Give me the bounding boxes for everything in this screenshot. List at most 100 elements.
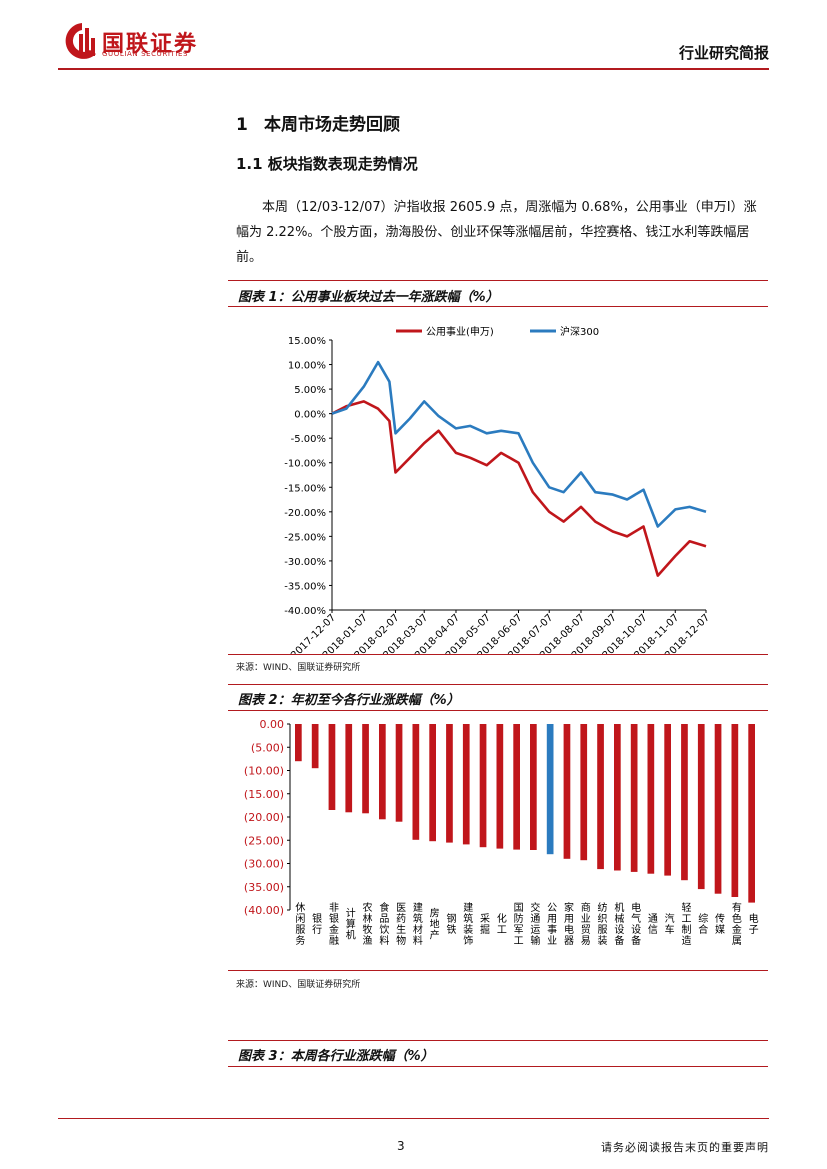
category-label: 机械设备 (612, 901, 624, 946)
category-label: 公用事业 (545, 902, 557, 946)
figure1-source: 来源：WIND、国联证券研究所 (236, 663, 361, 673)
y-tick-label: (30.00) (244, 858, 284, 871)
disclaimer-note: 请务必阅读报告末页的重要声明 (601, 1141, 769, 1154)
logo-emblem-icon (65, 23, 96, 59)
y-tick-label: 0.00% (294, 410, 326, 421)
y-tick-label: -25.00% (284, 532, 326, 543)
bar (496, 724, 504, 849)
subsection-heading: 1.1 板块指数表现走势情况 (236, 155, 418, 173)
y-tick-label: 5.00% (294, 385, 326, 396)
bar (714, 724, 722, 894)
y-tick-label: (20.00) (244, 811, 284, 824)
category-label: 综合 (696, 912, 708, 935)
footer-rule (58, 1118, 769, 1119)
figure1-top-rule (228, 280, 768, 281)
category-label: 传媒 (713, 913, 725, 935)
category-label: 商业贸易 (578, 901, 590, 946)
bar-chart: 0.00 (5.00) (10.00) (15.00) (20.00) (25.00) (3… (244, 718, 758, 946)
summary-paragraph: 本周（12/03-12/07）沪指收报 2605.9 点，周涨幅为 0.68%，… (236, 200, 757, 265)
legend-label-2: 沪深300 (560, 325, 599, 338)
bar (664, 724, 671, 876)
y-tick-label: (25.00) (244, 834, 284, 847)
bar (546, 724, 554, 855)
bar (513, 724, 520, 850)
category-label: 建筑材料 (410, 901, 422, 946)
figure2-title-rule (228, 710, 768, 711)
figure2-bottom-rule (228, 970, 768, 971)
bar (614, 724, 621, 871)
category-label: 轻工制造 (679, 901, 691, 946)
y-tick-label: (40.00) (244, 904, 284, 917)
category-label: 非银金融 (326, 902, 338, 946)
category-label: 医药生物 (394, 902, 406, 946)
bar (563, 724, 571, 859)
figure2-top-rule (228, 684, 768, 685)
bar (697, 724, 705, 890)
y-tick-label: -5.00% (291, 434, 326, 445)
category-label: 交通运输 (528, 901, 540, 946)
y-tick-label: -20.00% (284, 508, 326, 519)
page-number: 3 (397, 1139, 405, 1153)
y-tick-label: (10.00) (244, 765, 284, 778)
category-label: 电气设备 (629, 901, 641, 946)
series-line-1 (331, 400, 707, 577)
logo (62, 20, 212, 64)
bar (311, 724, 319, 769)
figure2-title: 图表 2：年初至今各行业涨跌幅（%） (238, 693, 460, 708)
section-heading: 1 本周市场走势回顾 (236, 110, 400, 135)
category-label: 计算机 (343, 906, 355, 940)
bar (328, 724, 336, 810)
bar (379, 724, 386, 820)
y-tick-label: -30.00% (284, 557, 326, 568)
bar (630, 724, 638, 872)
y-tick-label: -40.00% (284, 606, 326, 617)
figure1-title-rule (228, 306, 768, 307)
legend-label-1: 公用事业(申万) (426, 325, 494, 338)
category-label: 采掘 (478, 913, 490, 935)
bar (362, 724, 369, 814)
bar (446, 724, 453, 843)
bar (479, 724, 487, 848)
category-label: 有色金属 (729, 901, 741, 946)
bar (580, 724, 588, 861)
figure3-title: 图表 3：本周各行业涨跌幅（%） (238, 1049, 434, 1064)
bar (429, 724, 436, 842)
bar (462, 724, 470, 845)
bar (647, 724, 655, 874)
section-number: 1 (236, 115, 248, 135)
y-tick-label: -35.00% (284, 581, 326, 592)
category-label: 化工 (494, 912, 506, 935)
category-label: 钢铁 (444, 912, 456, 935)
y-tick-label: -10.00% (284, 459, 326, 470)
category-label: 通信 (645, 913, 657, 935)
bar (295, 724, 302, 762)
report-type: 行业研究简报 (678, 44, 769, 62)
category-label: 建筑装饰 (461, 901, 473, 946)
bar (681, 724, 688, 881)
figure2-source: 来源：WIND、国联证券研究所 (236, 980, 361, 990)
category-label: 家用电器 (561, 901, 573, 946)
bar (412, 724, 420, 840)
figure3-title-rule (228, 1066, 768, 1067)
category-label: 电子 (746, 912, 758, 935)
section-title: 本周市场走势回顾 (264, 115, 400, 135)
y-tick-label: (35.00) (244, 881, 284, 894)
category-label: 银行 (310, 912, 322, 935)
bar (395, 724, 403, 822)
y-tick-label: -15.00% (284, 483, 326, 494)
header-rule (58, 68, 769, 70)
category-label: 汽车 (662, 912, 674, 935)
y-tick-label: 15.00% (288, 336, 326, 347)
bar (345, 724, 353, 813)
logo-name-cn: 国联证券 (102, 32, 199, 57)
category-label: 纺织服装 (595, 901, 607, 946)
y-tick-label: 10.00% (288, 361, 326, 372)
figure1-title: 图表 1：公用事业板块过去一年涨跌幅（%） (238, 290, 499, 305)
figure1-bottom-rule (228, 654, 768, 655)
line-chart: 15.00% 10.00% 5.00% 0.00% -5.00% -10.00% -15.0… (284, 325, 712, 654)
bar (597, 724, 604, 870)
category-label: 食品饮料 (377, 901, 389, 946)
bar (530, 724, 537, 850)
category-label: 农林牧渔 (360, 901, 372, 946)
logo-name-en: GUOLIAN SECURITIES (102, 50, 189, 58)
